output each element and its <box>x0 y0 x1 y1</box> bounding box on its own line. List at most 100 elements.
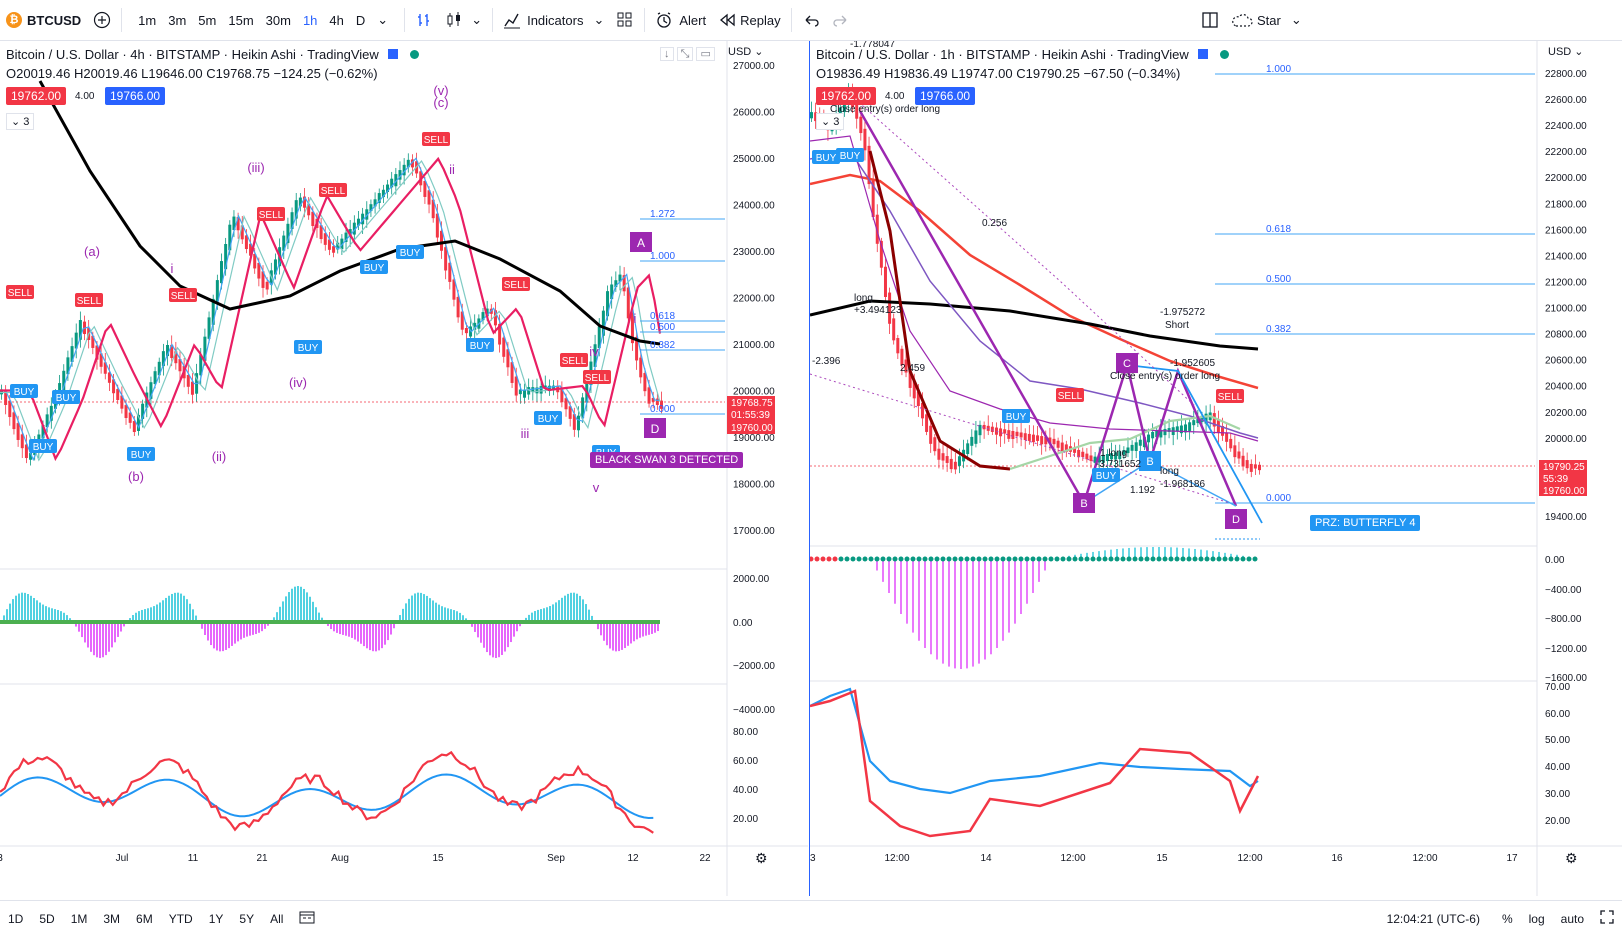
interval-15m[interactable]: 15m <box>222 13 259 28</box>
log-toggle[interactable]: log <box>1521 912 1553 926</box>
maximize-icon[interactable]: ▭ <box>696 47 714 61</box>
macd-histogram-bar <box>561 598 563 622</box>
macd-histogram-bar <box>492 622 494 657</box>
replay-button[interactable]: Replay <box>712 0 786 40</box>
pattern-point-label: B <box>1146 456 1153 468</box>
macd-tick-label: −800.00 <box>1545 614 1582 625</box>
macd-dot <box>1007 557 1012 562</box>
goto-date-button[interactable] <box>291 910 323 927</box>
interval-30m[interactable]: 30m <box>260 13 297 28</box>
range-5d[interactable]: 5D <box>31 912 62 926</box>
right-currency-text: USD <box>1548 46 1571 58</box>
chart-type-bars-button[interactable] <box>409 0 439 40</box>
macd-dot <box>1103 557 1108 562</box>
price-tick-label: 22000.00 <box>1545 173 1587 184</box>
price-tick-label: 26000.00 <box>733 108 775 119</box>
macd-histogram-bar <box>222 622 224 651</box>
interval-5m[interactable]: 5m <box>192 13 222 28</box>
candle-body <box>1151 432 1154 438</box>
time-tick-label: 12:00 <box>1412 853 1437 864</box>
candle-body <box>970 437 973 446</box>
chevron-down-icon[interactable]: ⌄ <box>371 12 394 28</box>
save-star-button[interactable]: Star ⌄ <box>1225 0 1308 40</box>
indicators-button[interactable]: Indicators ⌄ <box>497 0 610 40</box>
macd-histogram-bar <box>12 599 14 622</box>
interval-1h[interactable]: 1h <box>297 13 323 28</box>
templates-button[interactable] <box>610 0 640 40</box>
symbol-search[interactable]: ₿ BTCUSD <box>0 0 87 40</box>
interval-d[interactable]: D <box>350 13 371 28</box>
macd-histogram-bar <box>210 622 212 645</box>
compare-add-button[interactable] <box>87 0 117 40</box>
range-all[interactable]: All <box>262 912 291 926</box>
percent-toggle[interactable]: % <box>1488 912 1521 926</box>
range-1y[interactable]: 1Y <box>201 912 232 926</box>
macd-histogram-bar <box>306 592 308 622</box>
candle-body <box>884 267 887 297</box>
range-3m[interactable]: 3M <box>95 912 128 926</box>
macd-histogram-bar <box>108 622 110 652</box>
right-bid-tag[interactable]: 19762.00 <box>816 87 876 105</box>
macd-histogram-bar <box>432 600 434 622</box>
right-ask-tag[interactable]: 19766.00 <box>915 87 975 105</box>
candle-body <box>1188 422 1191 431</box>
chart-type-candles-button[interactable]: ⌄ <box>439 0 488 40</box>
left-bid-tag[interactable]: 19762.00 <box>6 87 66 105</box>
right-currency: USD ⌄ <box>1548 45 1618 58</box>
settings-gear-icon: ⚙ <box>755 850 768 866</box>
clock-time[interactable]: 12:04:21 (UTC-6) <box>1379 912 1488 926</box>
trade-annotation: long <box>1160 466 1179 477</box>
time-tick-label: 15 <box>432 853 444 864</box>
divider <box>121 8 122 32</box>
fullscreen-button[interactable] <box>1592 910 1622 927</box>
range-1d[interactable]: 1D <box>0 912 31 926</box>
macd-histogram-bar <box>282 601 284 622</box>
macd-dot <box>1139 557 1144 562</box>
trade-annotation: +3.494123 <box>854 305 902 316</box>
macd-dot <box>1085 557 1090 562</box>
macd-histogram-bar <box>45 606 47 622</box>
macd-histogram-bar <box>501 622 503 655</box>
macd-dot <box>845 557 850 562</box>
left-collapse-button[interactable]: ⌄ 3 <box>6 113 34 130</box>
candle-body <box>810 112 813 118</box>
right-chart-canvas[interactable]: 22800.0022600.0022400.0022200.0022000.00… <box>810 41 1622 896</box>
macd-dot <box>839 557 844 562</box>
range-6m[interactable]: 6M <box>128 912 161 926</box>
macd-histogram-bar <box>345 622 347 636</box>
auto-toggle[interactable]: auto <box>1553 912 1592 926</box>
price-tick-label: 18000.00 <box>733 480 775 491</box>
redo-button[interactable] <box>826 0 856 40</box>
arrow-down-icon[interactable]: ↓ <box>660 47 674 61</box>
interval-3m[interactable]: 3m <box>162 13 192 28</box>
alert-button[interactable]: Alert <box>649 0 712 40</box>
candle-body <box>332 246 335 253</box>
macd-dot <box>1145 557 1150 562</box>
collapse-icon[interactable]: ⤡ <box>677 47 694 61</box>
fullscreen-icon <box>1600 910 1614 924</box>
range-5y[interactable]: 5Y <box>231 912 262 926</box>
undo-button[interactable] <box>796 0 826 40</box>
macd-histogram-bar <box>615 622 617 651</box>
left-chart-canvas[interactable]: 27000.0026000.0025000.0024000.0023000.00… <box>0 41 808 896</box>
macd-histogram-bar <box>609 622 611 649</box>
interval-4h[interactable]: 4h <box>323 13 349 28</box>
time-tick-label: 13 <box>810 853 816 864</box>
right-collapse-button[interactable]: ⌄ 3 <box>816 113 844 130</box>
macd-histogram-bar <box>954 559 956 668</box>
interval-1m[interactable]: 1m <box>132 13 162 28</box>
range-1m[interactable]: 1M <box>63 912 96 926</box>
candle-body <box>1085 454 1088 460</box>
pattern-point-label: C <box>1123 358 1131 370</box>
candle-body <box>21 434 24 448</box>
macd-dot <box>851 557 856 562</box>
layout-button[interactable] <box>1195 0 1225 40</box>
macd-histogram-bar <box>546 607 548 622</box>
range-ytd[interactable]: YTD <box>161 912 201 926</box>
time-tick-label: 12:00 <box>1237 853 1262 864</box>
macd-dot <box>1199 557 1204 562</box>
macd-dot <box>1193 557 1198 562</box>
left-ask-tag[interactable]: 19766.00 <box>105 87 165 105</box>
